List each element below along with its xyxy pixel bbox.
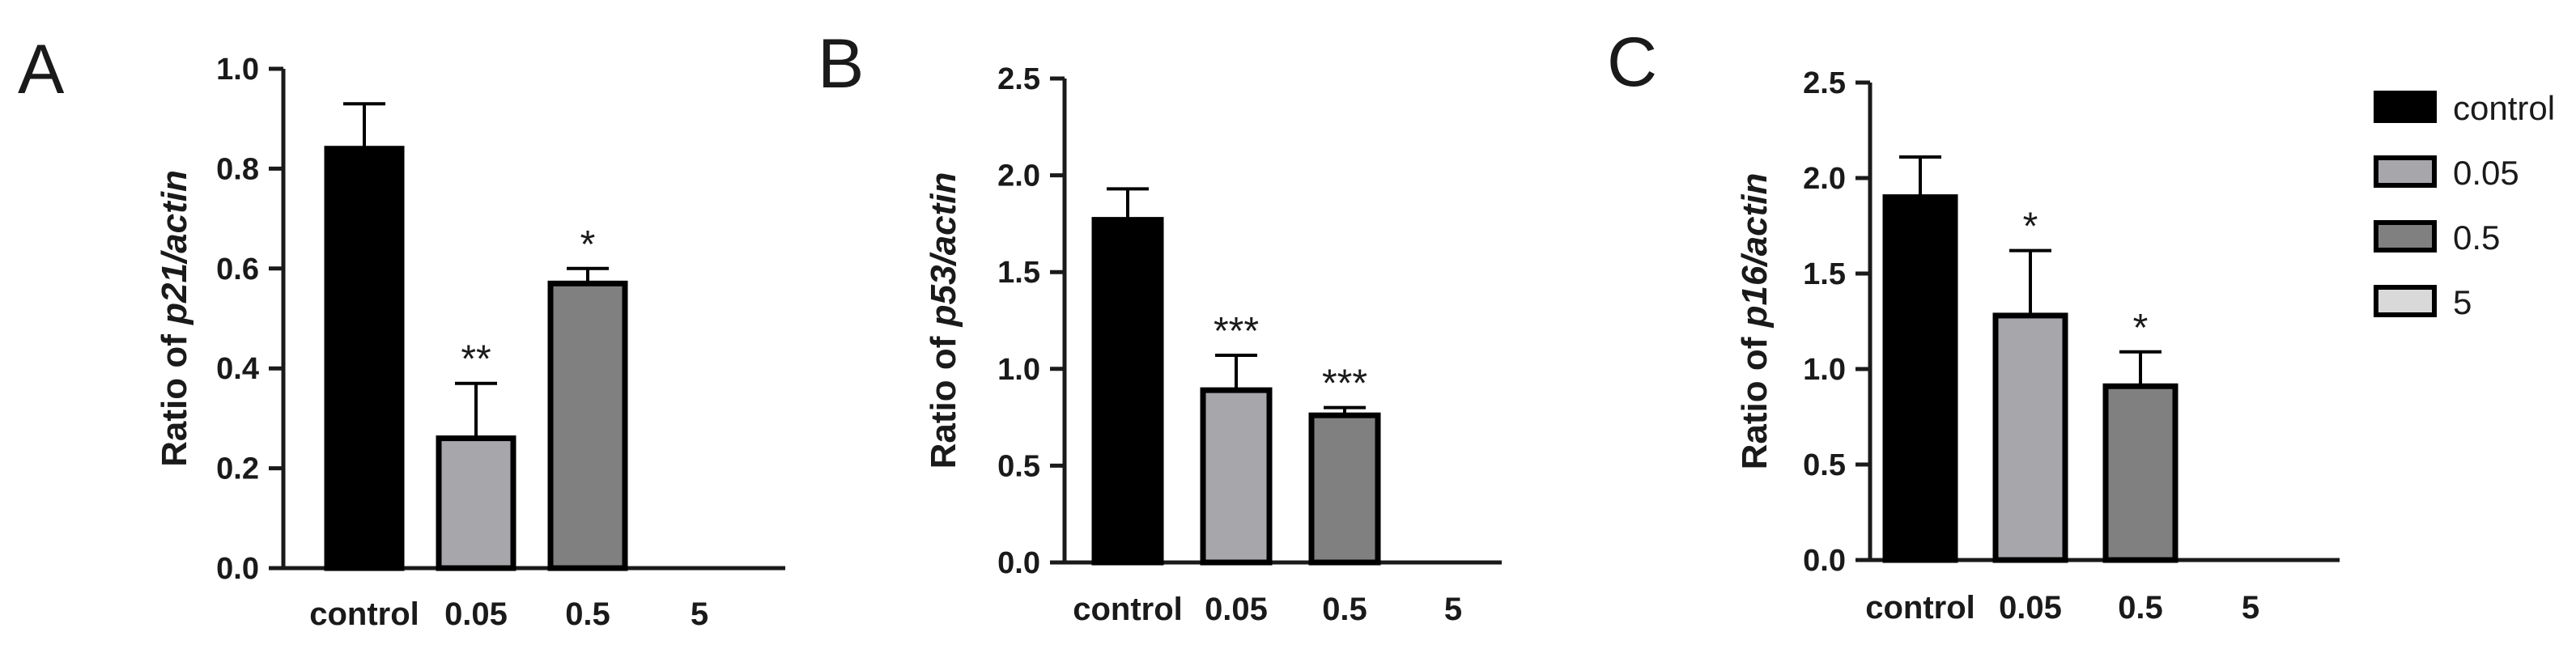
y-axis-label-prefix: Ratio of bbox=[924, 326, 963, 469]
bar-0.5 bbox=[1308, 412, 1381, 566]
x-tick-label: 0.05 bbox=[1205, 592, 1268, 627]
y-tick-label: 0.0 bbox=[997, 546, 1040, 580]
legend-label: 5 bbox=[2453, 283, 2472, 321]
significance-label: * bbox=[2023, 206, 2038, 248]
y-tick-label: 2.5 bbox=[1803, 66, 1846, 100]
y-tick-label: 1.5 bbox=[997, 256, 1040, 290]
x-tick-label: 0.5 bbox=[565, 596, 610, 632]
legend-swatch bbox=[2374, 91, 2437, 123]
x-tick-label: 0.5 bbox=[1322, 592, 1367, 627]
y-axis-label-gene: p21/actin bbox=[155, 170, 194, 325]
y-axis-label-gene: p53/actin bbox=[924, 172, 963, 328]
legend-label: 0.5 bbox=[2453, 219, 2500, 257]
panel-b: B Ratio of p53/actin 0.0 0.5 1.0 1.5 2.0 2.5 con… bbox=[818, 25, 1502, 627]
panel-letter: C bbox=[1607, 23, 1657, 101]
bar-0.5 bbox=[2102, 383, 2179, 563]
y-tick-label: 0.8 bbox=[216, 152, 259, 186]
x-tick-label: 5 bbox=[2242, 590, 2259, 626]
significance-label: *** bbox=[1322, 363, 1367, 405]
x-tick-label: control bbox=[309, 596, 419, 632]
y-tick-label: 0.6 bbox=[216, 252, 259, 286]
panel-a: A Ratio of p21/actin 0.0 0.2 0.4 0.6 0.8 1.0 con… bbox=[18, 31, 785, 632]
x-tick-label: 5 bbox=[691, 596, 708, 632]
y-axis-label-prefix: Ratio of bbox=[155, 325, 194, 467]
y-axis-label-gene: p16/actin bbox=[1735, 173, 1775, 329]
significance-label: * bbox=[580, 223, 596, 266]
panel-letter: A bbox=[18, 31, 65, 108]
x-tick-label: 0.05 bbox=[1999, 590, 2062, 626]
x-tick-label: 0.05 bbox=[444, 596, 508, 632]
bar-0.05 bbox=[436, 435, 516, 571]
bar-0.05 bbox=[1992, 312, 2068, 563]
significance-label: ** bbox=[461, 338, 491, 381]
bar-control bbox=[1882, 194, 1958, 563]
panel-letter: B bbox=[818, 25, 864, 103]
y-tick-label: 0.0 bbox=[216, 552, 259, 586]
bar-0.5 bbox=[547, 280, 628, 571]
y-axis-label: Ratio of p53/actin bbox=[924, 172, 963, 469]
legend-label: 0.05 bbox=[2453, 154, 2519, 192]
y-tick-label: 0.4 bbox=[216, 352, 259, 386]
x-tick-label: 5 bbox=[1444, 592, 1462, 627]
bar-control bbox=[324, 146, 405, 571]
y-tick-label: 2.0 bbox=[997, 159, 1040, 193]
y-tick-label: 1.0 bbox=[997, 353, 1040, 387]
legend-swatch bbox=[2374, 155, 2437, 188]
y-axis-label: Ratio of p16/actin bbox=[1735, 173, 1775, 470]
x-tick-label: control bbox=[1865, 590, 1975, 626]
bar-control bbox=[1091, 217, 1164, 566]
y-tick-label: 0.5 bbox=[1803, 448, 1846, 482]
y-tick-label: 0.5 bbox=[997, 449, 1040, 483]
y-tick-label: 0.2 bbox=[216, 452, 259, 486]
legend-label: control bbox=[2453, 89, 2555, 127]
y-tick-label: 1.0 bbox=[216, 53, 259, 87]
legend-swatch bbox=[2374, 285, 2437, 317]
significance-label: *** bbox=[1214, 310, 1259, 353]
panel-c: C Ratio of p16/actin 0.0 0.5 1.0 1.5 2.0 2.5 con… bbox=[1607, 23, 2340, 626]
y-tick-label: 0.0 bbox=[1803, 544, 1846, 578]
y-axis-label-prefix: Ratio of bbox=[1735, 327, 1775, 469]
bar-0.05 bbox=[1200, 387, 1273, 566]
legend-swatch bbox=[2374, 220, 2437, 252]
legend: control 0.05 0.5 5 bbox=[2374, 89, 2555, 321]
x-tick-label: 0.5 bbox=[2118, 590, 2163, 626]
x-tick-label: control bbox=[1073, 592, 1183, 627]
y-tick-label: 1.0 bbox=[1803, 353, 1846, 387]
y-axis-label: Ratio of p21/actin bbox=[155, 170, 194, 467]
y-tick-label: 2.0 bbox=[1803, 162, 1846, 196]
significance-label: * bbox=[2133, 307, 2149, 350]
y-tick-label: 2.5 bbox=[997, 62, 1040, 96]
y-tick-label: 1.5 bbox=[1803, 257, 1846, 291]
